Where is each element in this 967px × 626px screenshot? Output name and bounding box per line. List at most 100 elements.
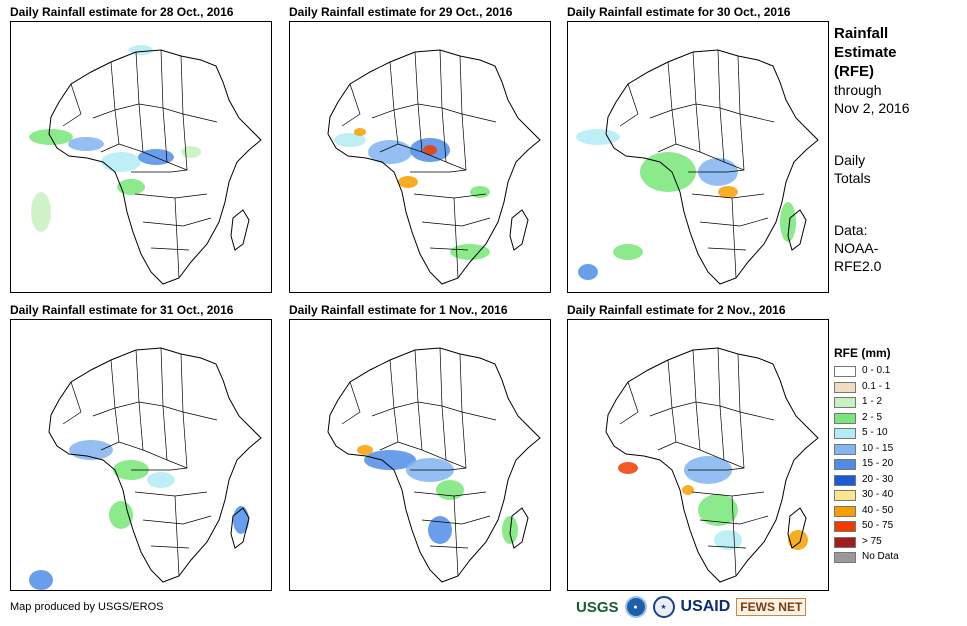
rainfall-area: [718, 186, 738, 198]
legend-label: 20 - 30: [862, 473, 894, 485]
country-border: [719, 55, 741, 115]
side-totals: Totals: [834, 170, 871, 186]
country-border: [699, 217, 769, 227]
country-border: [397, 401, 423, 451]
country-border: [671, 51, 697, 111]
logos: USGS ● ★ USAID FEWS NET: [576, 593, 807, 621]
country-border: [461, 411, 497, 421]
side-info: Rainfall Estimate (RFE) through Nov 2, 2…: [834, 24, 964, 275]
rainfall-area: [714, 530, 742, 550]
rainfall-area: [31, 192, 51, 232]
rainfall-area: [398, 176, 418, 188]
legend-swatch: [834, 536, 856, 548]
legend-label: 2 - 5: [862, 411, 883, 423]
country-border: [691, 491, 765, 497]
side-date: Nov 2, 2016: [834, 100, 910, 116]
rainfall-area: [682, 485, 694, 495]
seal-logo: ★: [652, 596, 675, 618]
side-title-2: Estimate: [834, 44, 897, 61]
country-border: [341, 381, 361, 425]
rainfall-area: [780, 202, 796, 242]
country-border: [723, 411, 745, 469]
country-border: [695, 347, 721, 407]
coastline: [509, 209, 529, 251]
coastline: [787, 507, 807, 549]
country-border: [675, 401, 701, 451]
rainfall-area: [117, 179, 145, 195]
country-border: [688, 467, 745, 471]
coastline: [327, 347, 541, 583]
country-border: [441, 55, 463, 115]
country-border: [649, 61, 673, 119]
rainfall-area: [613, 244, 643, 260]
legend-label: > 75: [862, 535, 882, 547]
legend-swatch: [834, 490, 856, 501]
legend-title: RFE (mm): [834, 346, 891, 360]
country-border: [62, 83, 82, 127]
legend-label: 40 - 50: [862, 504, 894, 516]
country-border: [174, 197, 180, 279]
country-border: [657, 109, 677, 153]
country-border: [134, 193, 208, 199]
coastline: [327, 49, 541, 285]
usgs-logo: USGS: [576, 598, 619, 616]
country-border: [182, 113, 218, 123]
country-border: [441, 353, 463, 413]
legend-item: 2 - 5: [834, 412, 891, 428]
legend-item: 40 - 50: [834, 504, 894, 521]
country-border: [138, 347, 164, 407]
country-border: [118, 103, 144, 153]
panel-title: Daily Rainfall estimate for 1 Nov., 2016: [289, 303, 508, 317]
usaid-logo: USAID: [680, 598, 731, 615]
legend-item: 1 - 2: [834, 396, 891, 412]
legend-swatch: [834, 474, 856, 486]
rainfall-area: [423, 145, 437, 155]
rainfall-area: [354, 128, 366, 136]
coastline: [787, 209, 807, 251]
country-border: [699, 515, 769, 525]
country-border: [100, 109, 120, 153]
country-border: [675, 103, 701, 153]
rainfall-map: [10, 21, 272, 293]
country-border: [182, 411, 218, 421]
country-border: [393, 349, 419, 409]
country-border: [166, 411, 188, 469]
country-border: [92, 359, 116, 417]
side-data-label: Data:: [834, 222, 868, 238]
credit-text: Map produced by USGS/EROS: [10, 601, 164, 613]
rainfall-map: [289, 319, 551, 591]
country-border: [150, 545, 190, 549]
country-border: [461, 113, 497, 123]
country-border: [699, 405, 725, 461]
panel-title: Daily Rainfall estimate for 29 Oct., 201…: [289, 5, 513, 19]
legend-label: 10 - 15: [862, 442, 894, 454]
country-border: [657, 407, 677, 451]
side-source-1: NOAA-: [834, 240, 879, 256]
country-border: [688, 169, 745, 173]
legend-item: 0 - 0.1: [834, 365, 891, 381]
legend-item: 5 - 10: [834, 427, 891, 443]
legend-label: 30 - 40: [862, 489, 894, 500]
legend-swatch: [834, 505, 856, 517]
rainfall-area: [618, 462, 638, 474]
fews-net-logo: FEWS NET: [736, 598, 807, 616]
legend: RFE (mm) 0 - 0.1 0.1 - 1 1 - 2 2 - 5 5 - 10 1…: [834, 346, 899, 567]
rainfall-area: [640, 152, 696, 192]
rainfall-area: [368, 140, 412, 164]
legend-label: 1 - 2: [862, 396, 883, 407]
country-border: [162, 353, 184, 413]
legend-swatch: [834, 428, 856, 439]
rainfall-area: [334, 133, 366, 147]
legend-item: 15 - 20: [834, 458, 893, 474]
rainfall-area: [578, 264, 598, 280]
country-border: [134, 491, 208, 497]
legend-item: > 75: [834, 536, 891, 552]
coastline: [605, 49, 819, 285]
country-border: [453, 197, 459, 279]
country-border: [671, 349, 697, 409]
country-border: [341, 83, 361, 127]
country-border: [150, 247, 190, 251]
rainfall-area: [450, 244, 490, 260]
country-border: [421, 405, 447, 461]
country-border: [131, 467, 188, 471]
